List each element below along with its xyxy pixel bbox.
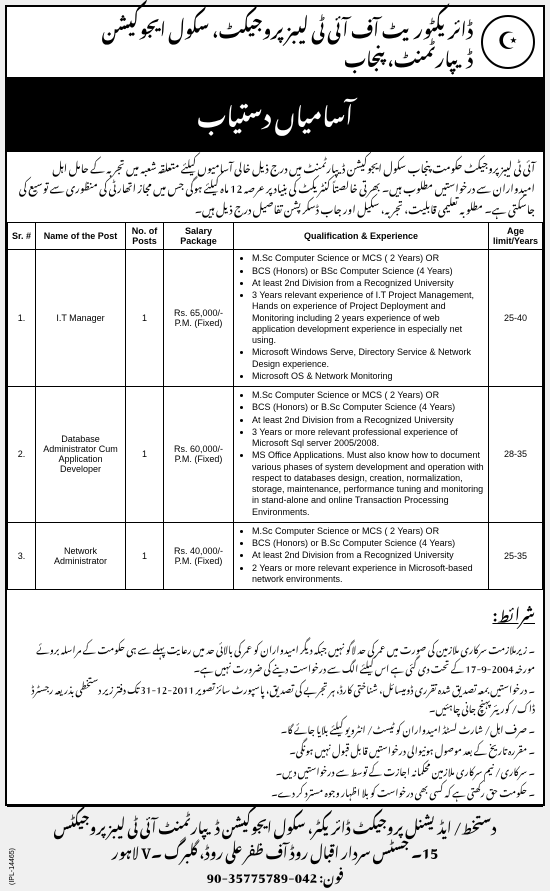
table-row: 2.Database Administrator Cum Application… <box>8 387 543 523</box>
qual-item: 3 Years relevant experience of I.T Proje… <box>252 290 484 346</box>
qual-item: 2 Years or more relevant experience in M… <box>252 563 484 586</box>
condition-item: ۔ سرکاری/ نیم سرکاری ملازمین محکمانہ اجا… <box>15 760 535 779</box>
conditions-list: ۔ زیرملازمت سرکاری ملازمین کی صورت میں ع… <box>7 638 543 806</box>
condition-item: ۔ حکومت حق رکھتی ہے کہ کسی بھی درخواست ک… <box>15 781 535 800</box>
jobs-table: Sr. # Name of the Post No. of Posts Sala… <box>7 222 543 590</box>
cell-post-name: Network Administrator <box>36 522 126 589</box>
intro-paragraph: آئی ٹی لیبز پروجیکٹ حکومت پنجاب سکول ایج… <box>7 152 543 223</box>
cell-age: 25-35 <box>488 522 542 589</box>
cell-no-posts: 1 <box>126 387 164 523</box>
cell-salary: Rs. 40,000/- P.M. (Fixed) <box>164 522 234 589</box>
cell-sr: 1. <box>8 250 36 387</box>
table-row: 1.I.T Manager1Rs. 65,000/- P.M. (Fixed) M… <box>8 250 543 387</box>
qual-item: MS Office Applications. Must also know h… <box>252 450 484 518</box>
condition-item: ۔ صرف اہل/ شارٹ لسٹڈ امیدواران کو ٹیسٹ/ … <box>15 718 535 737</box>
qual-item: Microsoft Windows Serve, Directory Servi… <box>252 347 484 370</box>
qual-item: BCS (Honors) or B.Sc Computer Science (4… <box>252 538 484 549</box>
org-name: ڈائریکٹوریٹ آف آئی ٹی لیبز پروجیکٹ، سکول… <box>15 13 473 71</box>
cell-post-name: Database Administrator Cum Application D… <box>36 387 126 523</box>
qual-item: M.Sc Computer Science or MCS ( 2 Years) … <box>252 526 484 537</box>
qual-item: 3 Years or more relevant professional ex… <box>252 427 484 450</box>
cell-sr: 2. <box>8 387 36 523</box>
table-header-row: Sr. # Name of the Post No. of Posts Sala… <box>8 223 543 250</box>
qual-item: At least 2nd Division from a Recognized … <box>252 278 484 289</box>
conditions-heading: شرائط: <box>7 590 543 638</box>
footer-address: 15۔ جسٹس سردار اقبال روڈ آف ظفر علی روڈ،… <box>15 838 535 863</box>
cell-qualification: M.Sc Computer Science or MCS ( 2 Years) … <box>234 522 489 589</box>
th-salary: Salary Package <box>164 223 234 250</box>
condition-item: ۔ زیرملازمت سرکاری ملازمین کی صورت میں ع… <box>15 638 535 676</box>
qual-item: At least 2nd Division from a Recognized … <box>252 415 484 426</box>
qual-item: M.Sc Computer Science or MCS ( 2 Years) … <box>252 253 484 264</box>
footer-phone: فون: 042-35775789-90 <box>15 863 535 886</box>
govt-emblem-icon: ☪ <box>481 15 535 69</box>
qual-item: M.Sc Computer Science or MCS ( 2 Years) … <box>252 390 484 401</box>
qual-item: BCS (Honors) or BSc Computer Science (4 … <box>252 266 484 277</box>
cell-qualification: M.Sc Computer Science or MCS ( 2 Years) … <box>234 250 489 387</box>
condition-item: ۔ مقررہ تاریخ کے بعد موصول ہونیوالی درخو… <box>15 739 535 758</box>
qual-item: BCS (Honors) or B.Sc Computer Science (4… <box>252 402 484 413</box>
cell-age: 28-35 <box>488 387 542 523</box>
cell-salary: Rs. 60,000/- P.M. (Fixed) <box>164 387 234 523</box>
table-row: 3.Network Administrator1Rs. 40,000/- P.M… <box>8 522 543 589</box>
ipl-code: (IPL-14465) <box>9 848 16 885</box>
th-qual: Qualification & Experience <box>234 223 489 250</box>
th-sr: Sr. # <box>8 223 36 250</box>
cell-post-name: I.T Manager <box>36 250 126 387</box>
th-no: No. of Posts <box>126 223 164 250</box>
th-name: Name of the Post <box>36 223 126 250</box>
cell-sr: 3. <box>8 522 36 589</box>
cell-no-posts: 1 <box>126 250 164 387</box>
cell-salary: Rs. 65,000/- P.M. (Fixed) <box>164 250 234 387</box>
qual-item: At least 2nd Division from a Recognized … <box>252 550 484 561</box>
vacancies-banner: آسامیاں دستیاب <box>7 78 543 152</box>
th-age: Age limit/Years <box>488 223 542 250</box>
cell-qualification: M.Sc Computer Science or MCS ( 2 Years) … <box>234 387 489 523</box>
footer-signatory: دستخط/ ایڈیشنل پروجیکٹ ڈائریکٹر، سکول ای… <box>15 813 535 838</box>
qual-item: Microsoft OS & Network Monitoring <box>252 371 484 382</box>
cell-no-posts: 1 <box>126 522 164 589</box>
header: ☪ ڈائریکٹوریٹ آف آئی ٹی لیبز پروجیکٹ، سک… <box>7 7 543 78</box>
condition-item: ۔ درخواستیں بمعہ تصدیق شدہ تقرری ڈومیسائ… <box>15 678 535 716</box>
cell-age: 25-40 <box>488 250 542 387</box>
footer: دستخط/ ایڈیشنل پروجیکٹ ڈائریکٹر، سکول ای… <box>7 806 543 889</box>
job-advertisement: ☪ ڈائریکٹوریٹ آف آئی ٹی لیبز پروجیکٹ، سک… <box>5 5 545 806</box>
